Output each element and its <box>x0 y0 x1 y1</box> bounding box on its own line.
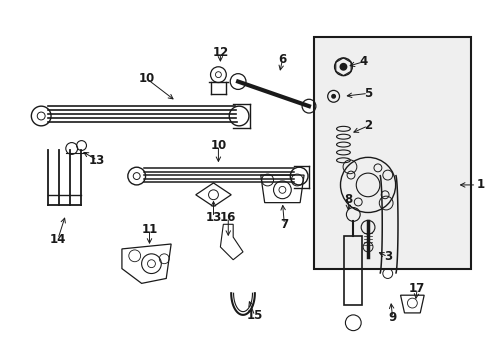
Circle shape <box>330 94 335 99</box>
Text: 15: 15 <box>246 309 263 322</box>
Text: 13: 13 <box>89 154 105 167</box>
Bar <box>344 236 362 305</box>
Text: 3: 3 <box>383 250 391 263</box>
Text: 10: 10 <box>210 139 226 152</box>
Text: 16: 16 <box>220 211 236 224</box>
Text: 10: 10 <box>138 72 154 85</box>
Text: 5: 5 <box>363 87 371 100</box>
Text: 17: 17 <box>408 282 425 295</box>
Text: 8: 8 <box>344 193 352 206</box>
Text: 7: 7 <box>280 218 288 231</box>
Text: 13: 13 <box>205 211 221 224</box>
Text: 2: 2 <box>363 120 371 132</box>
Text: 11: 11 <box>141 223 157 236</box>
Bar <box>313 37 470 269</box>
Text: 6: 6 <box>278 53 286 66</box>
Circle shape <box>339 63 346 71</box>
Text: 9: 9 <box>388 311 396 324</box>
Text: 4: 4 <box>358 55 366 68</box>
Text: 12: 12 <box>212 45 228 59</box>
Text: 14: 14 <box>50 233 66 246</box>
Text: 1: 1 <box>475 179 484 192</box>
